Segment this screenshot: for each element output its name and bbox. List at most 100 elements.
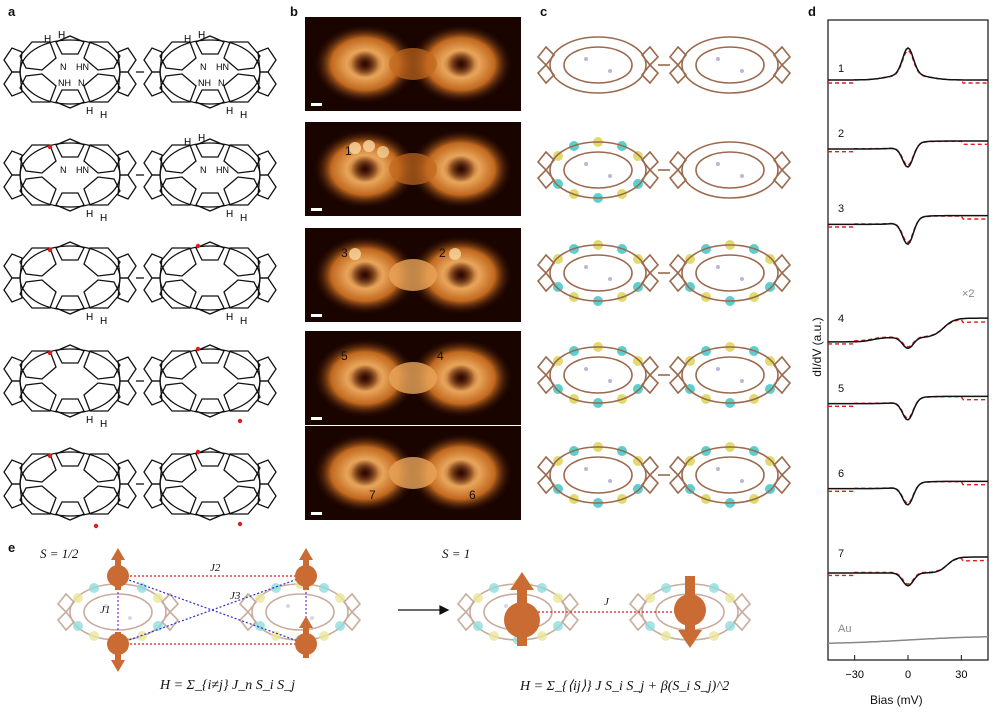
structure-row-4: H H	[3, 344, 277, 430]
svg-text:HN: HN	[216, 62, 229, 72]
svg-text:H: H	[86, 209, 93, 220]
data-curve-7	[828, 556, 988, 587]
fit-curve-4	[828, 318, 988, 348]
svg-text:H: H	[226, 106, 233, 117]
curve-label: 4	[838, 313, 844, 325]
hamiltonian-right: H = Σ_{⟨ij⟩} J S_i S_j + β(S_i S_j)^2	[520, 679, 730, 694]
didv-spectra-chart: 1 2 3 4 5 6 7 Au −30 0 30	[827, 19, 989, 681]
svg-text:H: H	[58, 30, 65, 41]
stm-image-5: 7 6	[305, 426, 521, 520]
data-curve-Au	[828, 636, 988, 644]
scale-bar	[311, 314, 322, 317]
svg-text:H: H	[226, 209, 233, 220]
site-label: 3	[341, 246, 348, 260]
fit-curve-5	[828, 396, 988, 419]
panel-label-a: a	[8, 4, 16, 19]
coupling-j3: J3	[230, 590, 241, 602]
structure-row-2: H H H H H H N HN N HN	[3, 133, 277, 224]
svg-text:N: N	[60, 165, 67, 175]
fit-curve-1	[828, 49, 988, 84]
stm-image-1	[305, 17, 521, 111]
svg-text:H: H	[184, 34, 191, 45]
svg-text:H: H	[198, 133, 205, 144]
svg-text:H: H	[44, 34, 51, 45]
site-label: 7	[369, 488, 376, 502]
fit-curve-7	[828, 557, 988, 585]
svg-text:H: H	[240, 316, 247, 327]
x-axis-label: Bias (mV)	[870, 693, 923, 707]
scale-bar	[311, 417, 322, 420]
svg-text:H: H	[86, 415, 93, 426]
site-label: 5	[341, 349, 348, 363]
y-axis-label: dI/dV (a.u.)	[810, 317, 824, 377]
svg-text:H: H	[86, 312, 93, 323]
hamiltonian-left: H = Σ_{i≠j} J_n S_i S_j	[160, 678, 296, 693]
svg-text:H: H	[226, 312, 233, 323]
fit-curve-6	[828, 481, 988, 504]
curve-label: Au	[838, 623, 851, 635]
spin-model-panel: S = 1/2 S = 1 J1 J2 J3 J H = Σ_{i≠j} J_n…	[0, 540, 800, 720]
svg-text:N: N	[78, 78, 85, 88]
stm-image-2: 1	[305, 122, 521, 216]
site-label: 4	[437, 349, 444, 363]
site-label: 6	[469, 488, 476, 502]
curve-label: 6	[838, 468, 844, 480]
svg-text:H: H	[240, 110, 247, 121]
stm-image-4: 5 4	[305, 331, 521, 425]
x-tick-label: 30	[955, 669, 967, 681]
svg-text:H: H	[100, 419, 107, 430]
panel-label-b: b	[290, 4, 298, 19]
structure-row-5	[3, 447, 277, 529]
data-curve-4	[828, 317, 988, 350]
curve-label: 7	[838, 548, 844, 560]
svg-text:HN: HN	[76, 165, 89, 175]
data-curve-6	[828, 480, 988, 506]
structure-row-1: H H H H H H H H N HN NH N N HN NH N	[3, 30, 277, 121]
svg-text:HN: HN	[216, 165, 229, 175]
x-tick-label: 0	[905, 669, 911, 681]
svg-text:H: H	[184, 137, 191, 148]
panel-label-e: e	[8, 540, 16, 555]
svg-text:H: H	[100, 110, 107, 121]
stm-image-3: 3 2	[305, 228, 521, 322]
svg-text:N: N	[200, 62, 207, 72]
svg-text:HN: HN	[76, 62, 89, 72]
chemical-structures: H H H H H H H H N HN NH N N HN NH N H H …	[3, 30, 277, 529]
svg-text:NH: NH	[198, 78, 211, 88]
data-curve-3	[828, 214, 988, 246]
coupling-j2: J2	[210, 562, 221, 574]
curve-label: 3	[838, 203, 844, 215]
data-curve-1	[828, 47, 988, 81]
coupling-j1: J1	[100, 604, 111, 616]
spin-label-left: S = 1/2	[40, 546, 79, 561]
curve-label: 2	[838, 128, 844, 140]
spin-density-maps	[537, 36, 791, 508]
svg-text:H: H	[100, 316, 107, 327]
data-curve-2	[828, 140, 988, 168]
svg-text:H: H	[100, 213, 107, 224]
structure-row-3: H H H H	[3, 241, 277, 327]
svg-text:N: N	[60, 62, 67, 72]
curve-label: 1	[838, 63, 844, 75]
svg-text:H: H	[240, 213, 247, 224]
site-label: 2	[439, 246, 446, 260]
panel-label-c: c	[540, 4, 548, 19]
fit-curve-3	[828, 215, 988, 244]
site-label: 1	[345, 144, 352, 158]
panel-label-d: d	[808, 4, 816, 19]
x-tick-label: −30	[845, 669, 864, 681]
curve-label: 5	[838, 383, 844, 395]
fit-curve-2	[828, 140, 988, 166]
scale-bar	[311, 208, 322, 211]
svg-text:H: H	[198, 30, 205, 41]
data-curve-5	[828, 395, 988, 421]
svg-text:H: H	[86, 106, 93, 117]
scale-bar	[311, 512, 322, 515]
svg-text:NH: NH	[58, 78, 71, 88]
magnification-label: ×2	[962, 288, 975, 300]
coupling-j: J	[604, 596, 609, 608]
svg-text:N: N	[218, 78, 225, 88]
spin-label-right: S = 1	[442, 546, 471, 561]
scale-bar	[311, 103, 322, 106]
svg-text:N: N	[200, 165, 207, 175]
